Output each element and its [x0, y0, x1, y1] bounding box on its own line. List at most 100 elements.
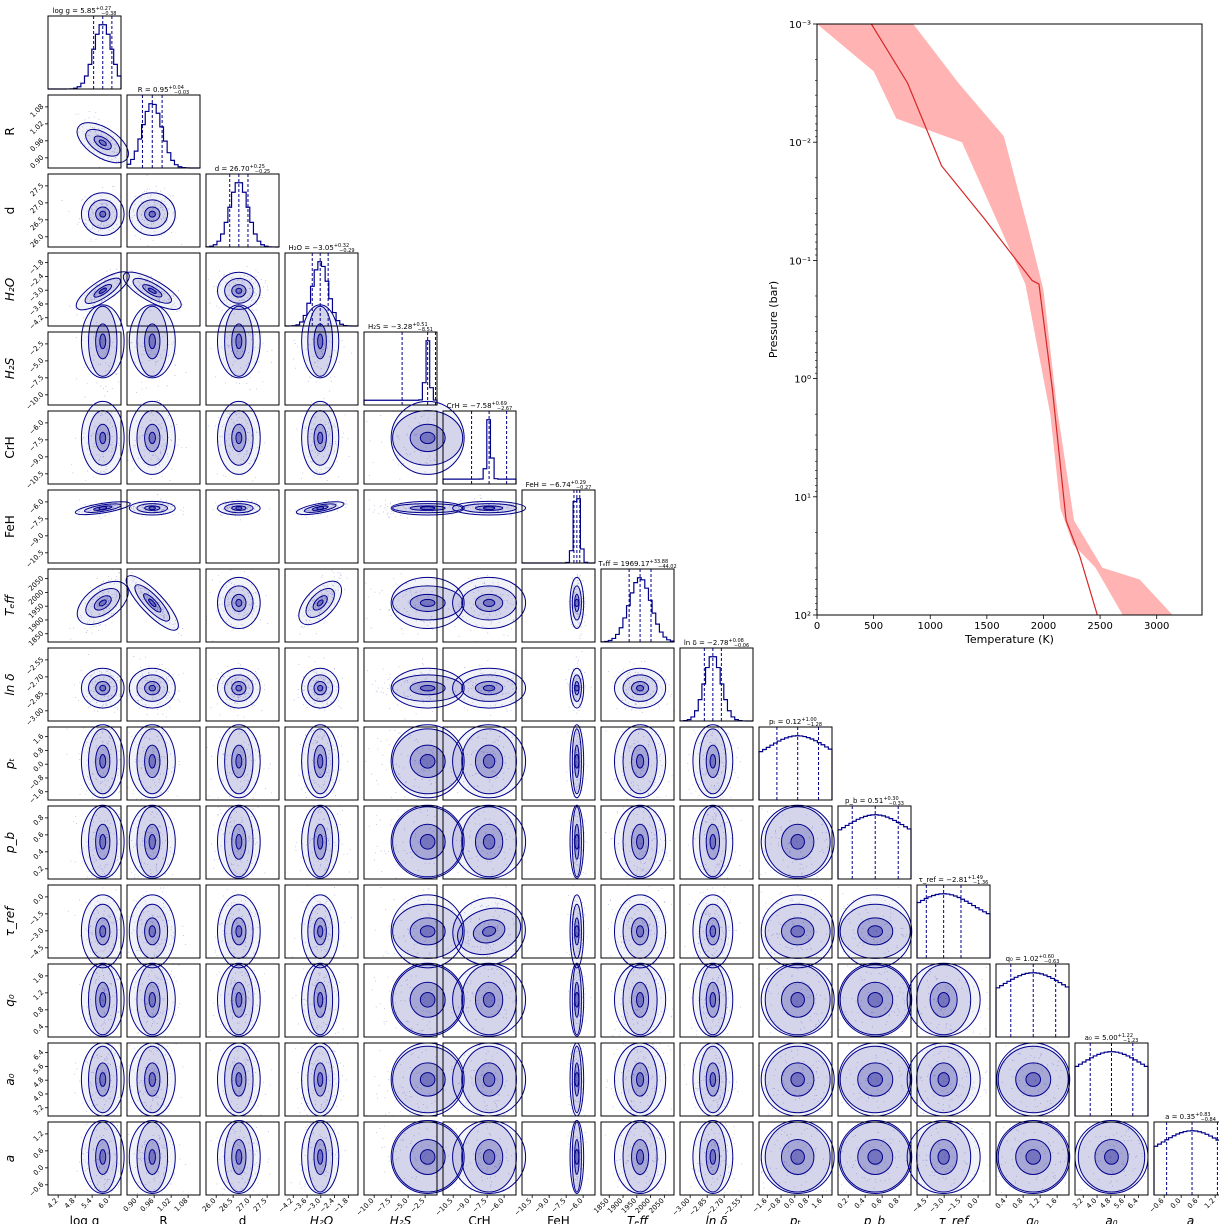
contour-level: [390, 724, 465, 799]
contour-level: [88, 806, 118, 878]
scatter-panel-FeH-a: [521, 1119, 596, 1196]
contour-level: [216, 804, 261, 879]
hist-panel-a: a = 0.35+0.83 −0.84: [1153, 1112, 1219, 1196]
contour-level: [216, 1119, 261, 1194]
panel-frame: [916, 963, 991, 1038]
contour-level: [316, 599, 324, 607]
contour-level: [636, 684, 645, 692]
scatter-panel-q0-a0: [995, 1042, 1071, 1117]
y-axis-label-Teff: Tₑff: [3, 594, 17, 616]
hist-title-logg: log g = 5.85+0.27 −0.38: [53, 6, 117, 17]
hist-title-FeH: FeH = −6.74+0.29 −0.27: [526, 480, 592, 491]
panel-frame: [284, 647, 359, 722]
contour-level: [317, 1072, 324, 1087]
scatter-points: [445, 1122, 517, 1195]
panel-frame: [916, 1121, 991, 1196]
contour-level: [148, 506, 156, 511]
scatter-panel-H2S-pb: [363, 804, 465, 880]
y-axis-label-tau: τ_ref: [3, 905, 17, 937]
panel-frame: [521, 963, 596, 1038]
panel-frame: [600, 568, 675, 643]
contour-level: [95, 423, 111, 453]
contour-level: [128, 304, 176, 379]
scatter-points: [447, 575, 517, 643]
contour-level: [867, 1072, 884, 1087]
scatter-panel-d-a0: [205, 1042, 280, 1117]
contour-level: [780, 1062, 815, 1097]
y-axis-label-pt: pₜ: [3, 757, 17, 770]
hist-a: [1153, 1130, 1219, 1195]
panel-frame: [363, 647, 438, 722]
contour-level: [148, 754, 156, 769]
hist-panel-R: R = 0.95+0.04 −0.03: [126, 85, 201, 169]
scatter-panel-FeH-lndelta: [521, 647, 596, 722]
panel-frame: [521, 568, 596, 643]
scatter-panel-CrH-pt: [442, 724, 527, 801]
contour-level: [699, 964, 727, 1036]
contour-level: [392, 728, 464, 795]
scatter-panel-d-a: [205, 1119, 280, 1196]
contour-level: [307, 674, 334, 702]
contour-level: [224, 277, 254, 304]
scatter-points: [371, 967, 438, 1032]
contour-level: [313, 823, 327, 860]
contour-level: [790, 1149, 805, 1165]
contour-level: [148, 1072, 156, 1087]
hist-title-pb: p_b = 0.51+0.30 −0.33: [845, 796, 904, 807]
contour-level: [99, 1072, 107, 1087]
contour-level: [997, 1045, 1069, 1114]
contour-level: [474, 1138, 504, 1175]
panel-frame: [995, 1121, 1070, 1196]
scatter-panel-logg-q0: [47, 962, 125, 1038]
contour-level: [148, 210, 156, 218]
contour-level: [390, 804, 465, 879]
contour-level: [631, 823, 650, 860]
contour-level: [839, 964, 911, 1036]
contour-level: [631, 681, 650, 696]
scatter-panel-H2O-pb: [284, 804, 359, 880]
contour-level: [224, 674, 254, 702]
contour-level: [74, 501, 131, 516]
contour-level: [80, 667, 125, 709]
scatter-panel-a0-a: [1074, 1119, 1149, 1196]
contour-level: [80, 804, 125, 879]
contour-level: [134, 584, 171, 622]
scatter-panel-FeH-a0: [521, 1042, 596, 1117]
pt-x-tick-label: 0: [814, 621, 820, 632]
scatter-panel-CrH-lndelta: [442, 647, 527, 722]
contour-level: [631, 1062, 650, 1097]
scatter-panel-pb-a0: [837, 1042, 913, 1117]
contour-level: [622, 1045, 658, 1114]
contour-level: [216, 667, 261, 709]
contour-level: [88, 1045, 118, 1114]
scatter-panel-FeH-q0: [521, 962, 596, 1038]
contour-level: [99, 431, 107, 445]
contour-level: [574, 1149, 580, 1165]
contour-level: [474, 744, 504, 779]
scatter-panel-H2O-q0: [284, 962, 359, 1038]
panel-frame: [126, 331, 201, 406]
scatter-panel-H2S-FeH: [363, 489, 465, 564]
panel-frame: [600, 647, 675, 722]
panel-frame: [916, 884, 991, 959]
panel-frame: [284, 252, 359, 327]
panel-frame: [126, 805, 201, 880]
panel-frame: [126, 173, 201, 248]
scatter-points: [365, 729, 438, 799]
pt-x-tick-label: 2500: [1087, 621, 1112, 632]
panel-frame: [679, 647, 754, 722]
contour-level: [235, 333, 243, 350]
scatter-points: [129, 571, 184, 637]
hist-Teff: [600, 577, 675, 643]
scatter-panel-logg-pb: [47, 804, 125, 880]
scatter-panel-logg-pt: [47, 724, 125, 801]
contour-level: [482, 754, 496, 769]
contour-level: [636, 991, 645, 1008]
y-axis-label-pb: p_b: [3, 832, 17, 855]
scatter-points: [687, 805, 751, 879]
contour-level: [472, 919, 506, 944]
scatter-panel-R-q0: [126, 962, 201, 1038]
contour-level: [85, 588, 121, 618]
contour-level: [95, 981, 111, 1018]
panel-frame: [363, 1042, 438, 1117]
